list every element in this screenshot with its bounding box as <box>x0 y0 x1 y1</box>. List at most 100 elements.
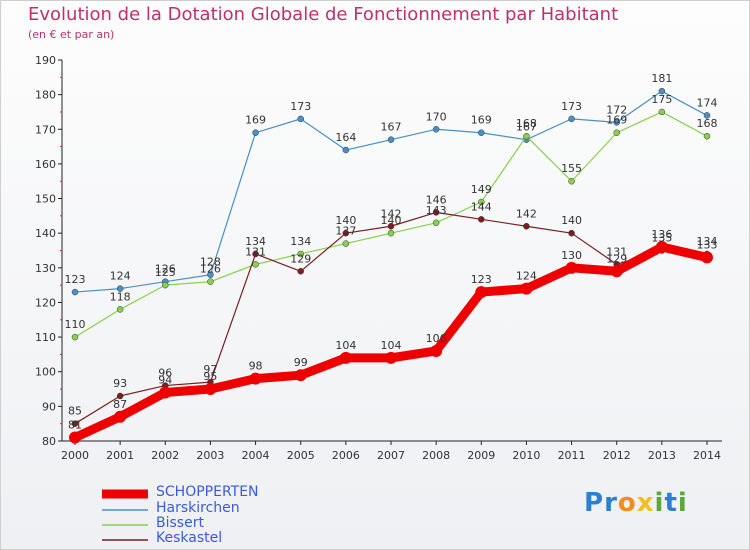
data-point <box>703 132 711 140</box>
data-label: 94 <box>158 374 172 387</box>
x-tick-label: 2000 <box>61 449 89 462</box>
data-point <box>523 223 530 230</box>
y-tick-label: 190 <box>35 54 56 67</box>
data-label: 167 <box>516 121 537 134</box>
data-label: 134 <box>697 235 718 248</box>
data-point <box>69 431 81 444</box>
y-tick-label: 80 <box>42 435 56 448</box>
data-label: 131 <box>245 245 266 258</box>
data-label: 85 <box>68 405 82 418</box>
data-label: 128 <box>200 256 221 269</box>
data-label: 93 <box>113 377 127 390</box>
data-point <box>387 136 395 143</box>
data-point <box>655 241 668 254</box>
y-tick-label: 100 <box>35 366 56 379</box>
data-point <box>252 250 259 258</box>
data-label: 175 <box>651 93 672 106</box>
data-point <box>249 372 262 385</box>
data-point <box>478 198 485 206</box>
data-point <box>116 285 124 292</box>
data-point <box>610 265 623 278</box>
legend-label: Bissert <box>156 515 204 531</box>
data-point <box>116 306 124 313</box>
data-label: 137 <box>335 225 356 238</box>
data-point <box>613 129 620 136</box>
x-tick-label: 2011 <box>558 449 586 462</box>
data-label: 136 <box>651 228 672 241</box>
legend-label: Keskastel <box>156 530 223 546</box>
data-label: 172 <box>606 103 627 116</box>
data-point <box>568 229 575 237</box>
y-tick-label: 150 <box>35 193 56 206</box>
data-point <box>339 351 352 364</box>
data-label: 142 <box>381 207 402 220</box>
data-label: 173 <box>290 100 311 113</box>
data-point <box>568 115 575 123</box>
data-point <box>613 119 620 126</box>
data-label: 134 <box>245 235 266 248</box>
logo-letter: t <box>664 488 678 518</box>
x-tick-label: 2001 <box>106 449 134 462</box>
data-point <box>565 261 578 274</box>
data-label: 173 <box>561 100 582 113</box>
data-point <box>385 351 397 364</box>
data-label: 143 <box>426 204 447 217</box>
data-label: 169 <box>471 114 492 127</box>
logo-letter: P <box>584 488 605 518</box>
data-label: 106 <box>426 332 447 345</box>
chart-title: Evolution de la Dotation Globale de Fonc… <box>28 4 619 25</box>
data-label: 181 <box>651 72 672 85</box>
data-point <box>297 115 304 123</box>
data-label: 169 <box>245 114 266 127</box>
data-point <box>71 333 79 341</box>
y-tick-label: 140 <box>35 227 56 240</box>
data-label: 168 <box>697 117 718 130</box>
data-label: 140 <box>335 214 356 227</box>
x-tick-label: 2010 <box>512 449 540 462</box>
data-point <box>162 281 169 289</box>
x-tick-label: 2014 <box>693 449 721 462</box>
legend-label: Harskirchen <box>156 500 240 516</box>
data-label: 167 <box>381 121 402 134</box>
data-point <box>159 386 172 399</box>
data-label: 97 <box>203 363 217 376</box>
data-label: 131 <box>606 245 627 258</box>
data-label: 133 <box>697 238 718 251</box>
x-tick-label: 2002 <box>151 449 179 462</box>
data-point <box>658 87 666 95</box>
x-tick-label: 2004 <box>242 449 270 462</box>
data-point <box>478 129 485 136</box>
data-label: 87 <box>113 398 127 411</box>
data-point <box>520 282 533 295</box>
data-label: 149 <box>471 183 492 196</box>
logo-letter: i <box>677 488 688 518</box>
data-label: 174 <box>697 96 718 109</box>
data-label: 95 <box>203 370 217 383</box>
data-label: 125 <box>155 266 176 279</box>
data-point <box>204 383 217 396</box>
proxiti-logo: Proxiti <box>584 488 688 518</box>
data-label: 129 <box>290 252 311 265</box>
logo-letter: o <box>617 488 637 518</box>
data-label: 129 <box>606 252 627 265</box>
data-point <box>342 240 350 247</box>
data-label: 170 <box>426 110 447 123</box>
data-point <box>432 209 440 216</box>
data-point <box>658 108 666 116</box>
data-point <box>430 344 443 357</box>
data-point <box>297 250 304 258</box>
data-label: 124 <box>516 270 537 283</box>
data-point <box>71 288 79 296</box>
data-point <box>475 286 488 299</box>
data-label: 140 <box>381 214 402 227</box>
x-tick-label: 2012 <box>603 449 631 462</box>
data-label: 126 <box>155 263 176 276</box>
x-tick-label: 2009 <box>467 449 495 462</box>
data-label: 104 <box>381 339 402 352</box>
y-tick-label: 90 <box>42 400 56 413</box>
data-point <box>568 177 575 185</box>
data-point <box>387 223 395 230</box>
data-point <box>297 268 304 275</box>
y-tick-label: 130 <box>35 262 56 275</box>
